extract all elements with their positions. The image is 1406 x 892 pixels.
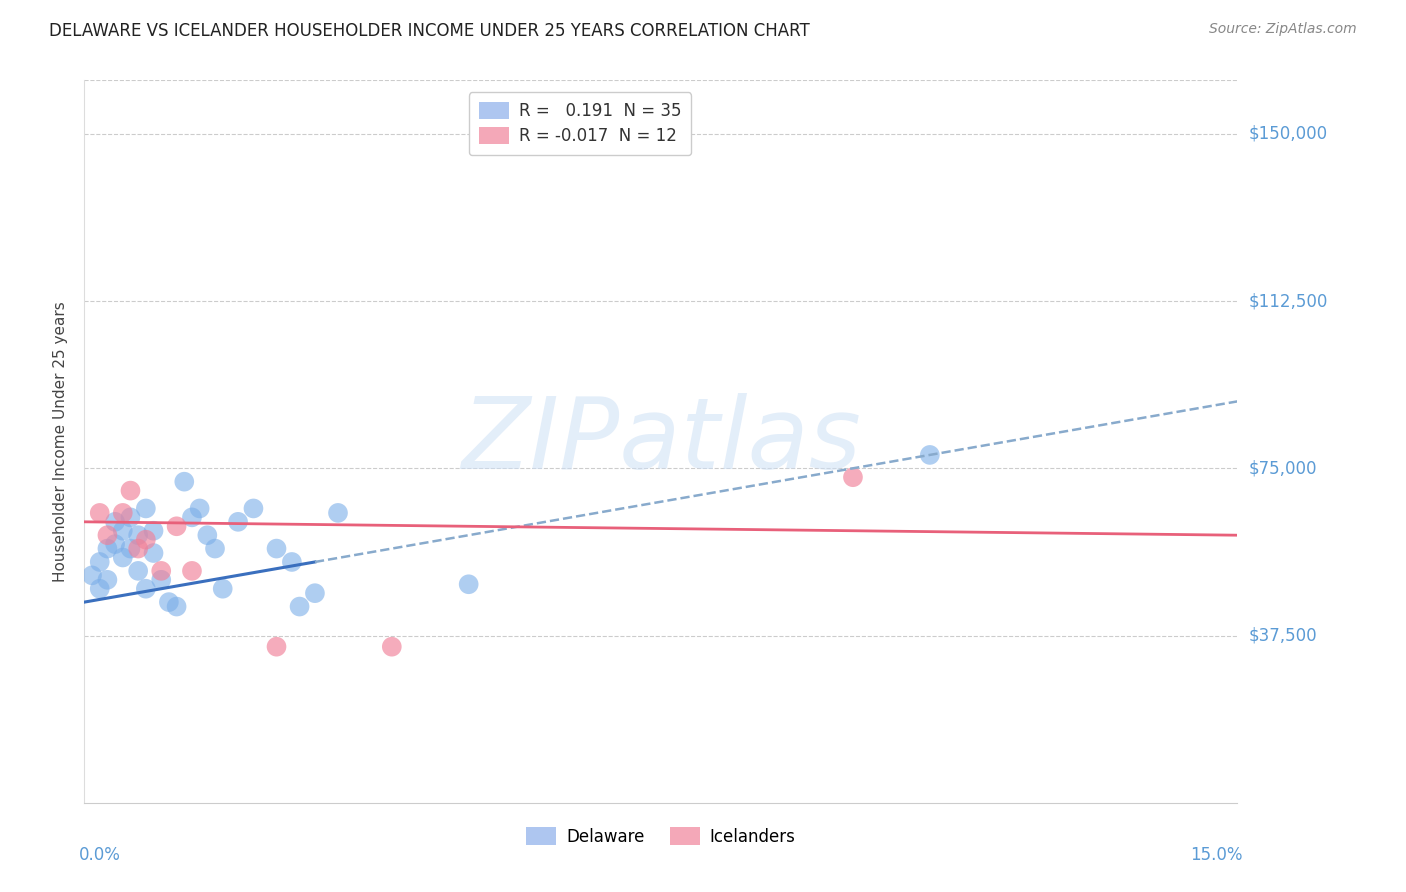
- Point: [120, 483, 142, 498]
- Point: [195, 528, 218, 542]
- Point: [111, 524, 134, 538]
- Point: [157, 595, 180, 609]
- Point: [96, 528, 118, 542]
- Point: [181, 510, 204, 524]
- Point: [96, 541, 118, 556]
- Point: [918, 448, 941, 462]
- Point: [104, 537, 127, 551]
- Point: [150, 564, 173, 578]
- Y-axis label: Householder Income Under 25 years: Householder Income Under 25 years: [53, 301, 69, 582]
- Point: [127, 564, 149, 578]
- Point: [242, 501, 264, 516]
- Point: [226, 515, 249, 529]
- Point: [288, 599, 311, 614]
- Point: [304, 586, 326, 600]
- Point: [127, 541, 149, 556]
- Legend: Delaware, Icelanders: Delaware, Icelanders: [520, 821, 801, 852]
- Point: [89, 555, 111, 569]
- Point: [842, 470, 865, 484]
- Point: [135, 582, 157, 596]
- Point: [211, 582, 233, 596]
- Point: [457, 577, 479, 591]
- Point: [89, 506, 111, 520]
- Text: $37,500: $37,500: [1249, 626, 1317, 645]
- Point: [381, 640, 404, 654]
- Point: [204, 541, 226, 556]
- Text: ZIPatlas: ZIPatlas: [461, 393, 860, 490]
- Text: DELAWARE VS ICELANDER HOUSEHOLDER INCOME UNDER 25 YEARS CORRELATION CHART: DELAWARE VS ICELANDER HOUSEHOLDER INCOME…: [49, 22, 810, 40]
- Point: [89, 582, 111, 596]
- Point: [188, 501, 211, 516]
- Point: [142, 524, 165, 538]
- Point: [142, 546, 165, 560]
- Text: Source: ZipAtlas.com: Source: ZipAtlas.com: [1209, 22, 1357, 37]
- Point: [166, 599, 188, 614]
- Text: $75,000: $75,000: [1249, 459, 1317, 477]
- Point: [135, 533, 157, 547]
- Point: [80, 568, 103, 582]
- Point: [111, 550, 134, 565]
- Text: 15.0%: 15.0%: [1191, 847, 1243, 864]
- Text: $150,000: $150,000: [1249, 125, 1327, 143]
- Point: [173, 475, 195, 489]
- Point: [120, 541, 142, 556]
- Point: [96, 573, 118, 587]
- Point: [266, 640, 288, 654]
- Point: [120, 510, 142, 524]
- Point: [326, 506, 349, 520]
- Point: [166, 519, 188, 533]
- Text: $112,500: $112,500: [1249, 292, 1327, 310]
- Point: [111, 506, 134, 520]
- Point: [266, 541, 288, 556]
- Point: [104, 515, 127, 529]
- Point: [281, 555, 304, 569]
- Point: [150, 573, 173, 587]
- Point: [127, 528, 149, 542]
- Text: 0.0%: 0.0%: [79, 847, 121, 864]
- Point: [181, 564, 204, 578]
- Point: [135, 501, 157, 516]
